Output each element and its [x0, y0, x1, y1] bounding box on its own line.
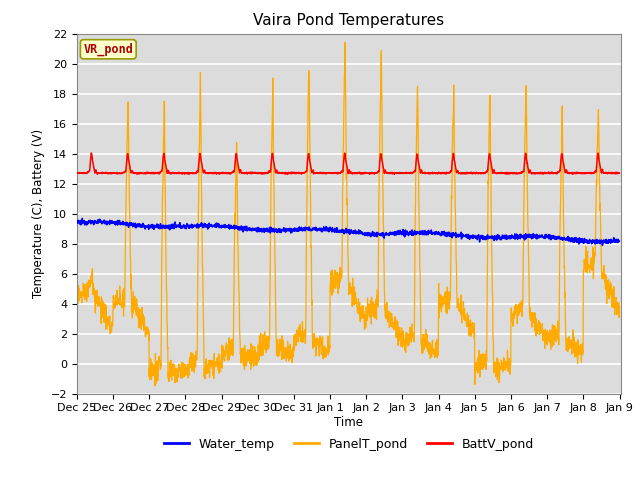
- Title: Vaira Pond Temperatures: Vaira Pond Temperatures: [253, 13, 444, 28]
- Y-axis label: Temperature (C), Battery (V): Temperature (C), Battery (V): [32, 129, 45, 298]
- Text: VR_pond: VR_pond: [83, 43, 133, 56]
- X-axis label: Time: Time: [334, 416, 364, 429]
- Legend: Water_temp, PanelT_pond, BattV_pond: Water_temp, PanelT_pond, BattV_pond: [159, 433, 539, 456]
